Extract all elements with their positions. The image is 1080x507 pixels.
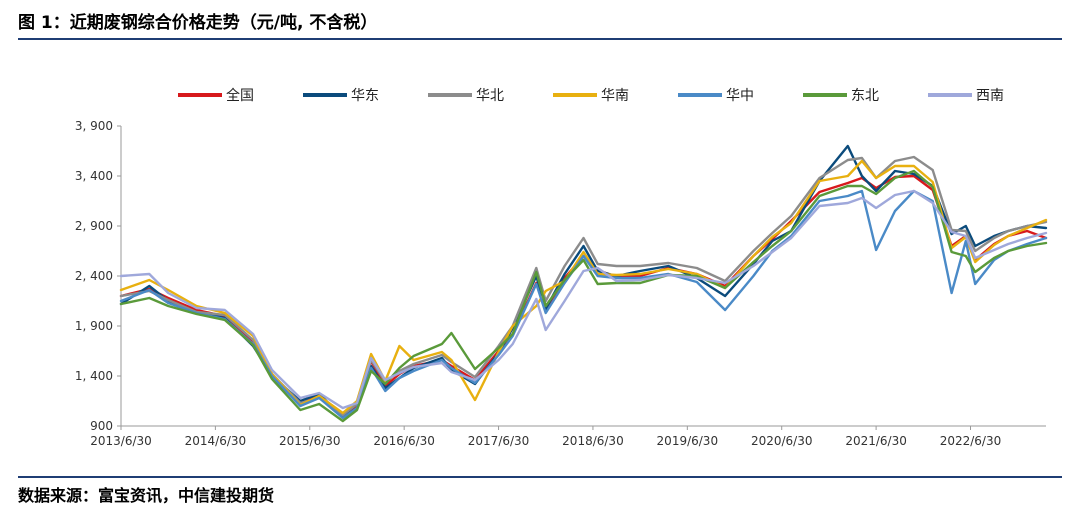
x-tick-label: 2013/6/30 bbox=[90, 434, 152, 448]
series-line bbox=[119, 189, 1048, 410]
x-tick-label: 2018/6/30 bbox=[562, 434, 624, 448]
legend-label: 华南 bbox=[601, 88, 629, 104]
legend-label: 华中 bbox=[726, 88, 754, 104]
series-line bbox=[119, 169, 1048, 423]
figure-title: 图 1：近期废钢综合价格走势（元/吨, 不含税） bbox=[18, 13, 378, 33]
y-tick-label: 3, 900 bbox=[75, 119, 113, 133]
x-tick-label: 2017/6/30 bbox=[468, 434, 530, 448]
legend-label: 华北 bbox=[476, 88, 504, 104]
series-line bbox=[119, 144, 1048, 419]
line-chart: 全国 华东 华北 华南 华中 东北 西南 900 1, 400 1, 900 2, 400 2, 9… bbox=[75, 87, 1048, 448]
y-tick-label: 3, 400 bbox=[75, 169, 113, 183]
y-tick-label: 2, 900 bbox=[75, 219, 113, 233]
x-tick-label: 2021/6/30 bbox=[845, 434, 907, 448]
top-rule bbox=[18, 38, 1062, 40]
y-tick-label: 1, 400 bbox=[75, 369, 113, 383]
legend-label: 西南 bbox=[976, 88, 1004, 104]
x-tick-label: 2020/6/30 bbox=[751, 434, 813, 448]
series-line bbox=[119, 189, 1048, 420]
legend-label: 全国 bbox=[226, 87, 254, 104]
x-tick-label: 2016/6/30 bbox=[373, 434, 435, 448]
series-line bbox=[119, 159, 1048, 415]
series-line bbox=[119, 174, 1048, 418]
y-tick-label: 900 bbox=[90, 419, 113, 433]
x-axis: 2013/6/30 2014/6/30 2015/6/30 2016/6/30 2017… bbox=[90, 425, 1046, 448]
x-tick-label: 2015/6/30 bbox=[279, 434, 341, 448]
y-tick-label: 2, 400 bbox=[75, 269, 113, 283]
bottom-rule bbox=[18, 476, 1062, 478]
plot-area bbox=[119, 144, 1048, 423]
legend-label: 华东 bbox=[351, 88, 379, 104]
y-axis: 900 1, 400 1, 900 2, 400 2, 900 3, 400 3, 900 bbox=[75, 119, 122, 433]
legend-label: 东北 bbox=[851, 88, 879, 104]
x-tick-label: 2022/6/30 bbox=[940, 434, 1002, 448]
source-note: 数据来源：富宝资讯，中信建投期货 bbox=[18, 486, 275, 505]
y-tick-label: 1, 900 bbox=[75, 319, 113, 333]
series-line bbox=[119, 155, 1048, 417]
x-tick-label: 2019/6/30 bbox=[657, 434, 719, 448]
x-tick-label: 2014/6/30 bbox=[185, 434, 247, 448]
chart-legend: 全国 华东 华北 华南 华中 东北 西南 bbox=[178, 87, 1004, 104]
